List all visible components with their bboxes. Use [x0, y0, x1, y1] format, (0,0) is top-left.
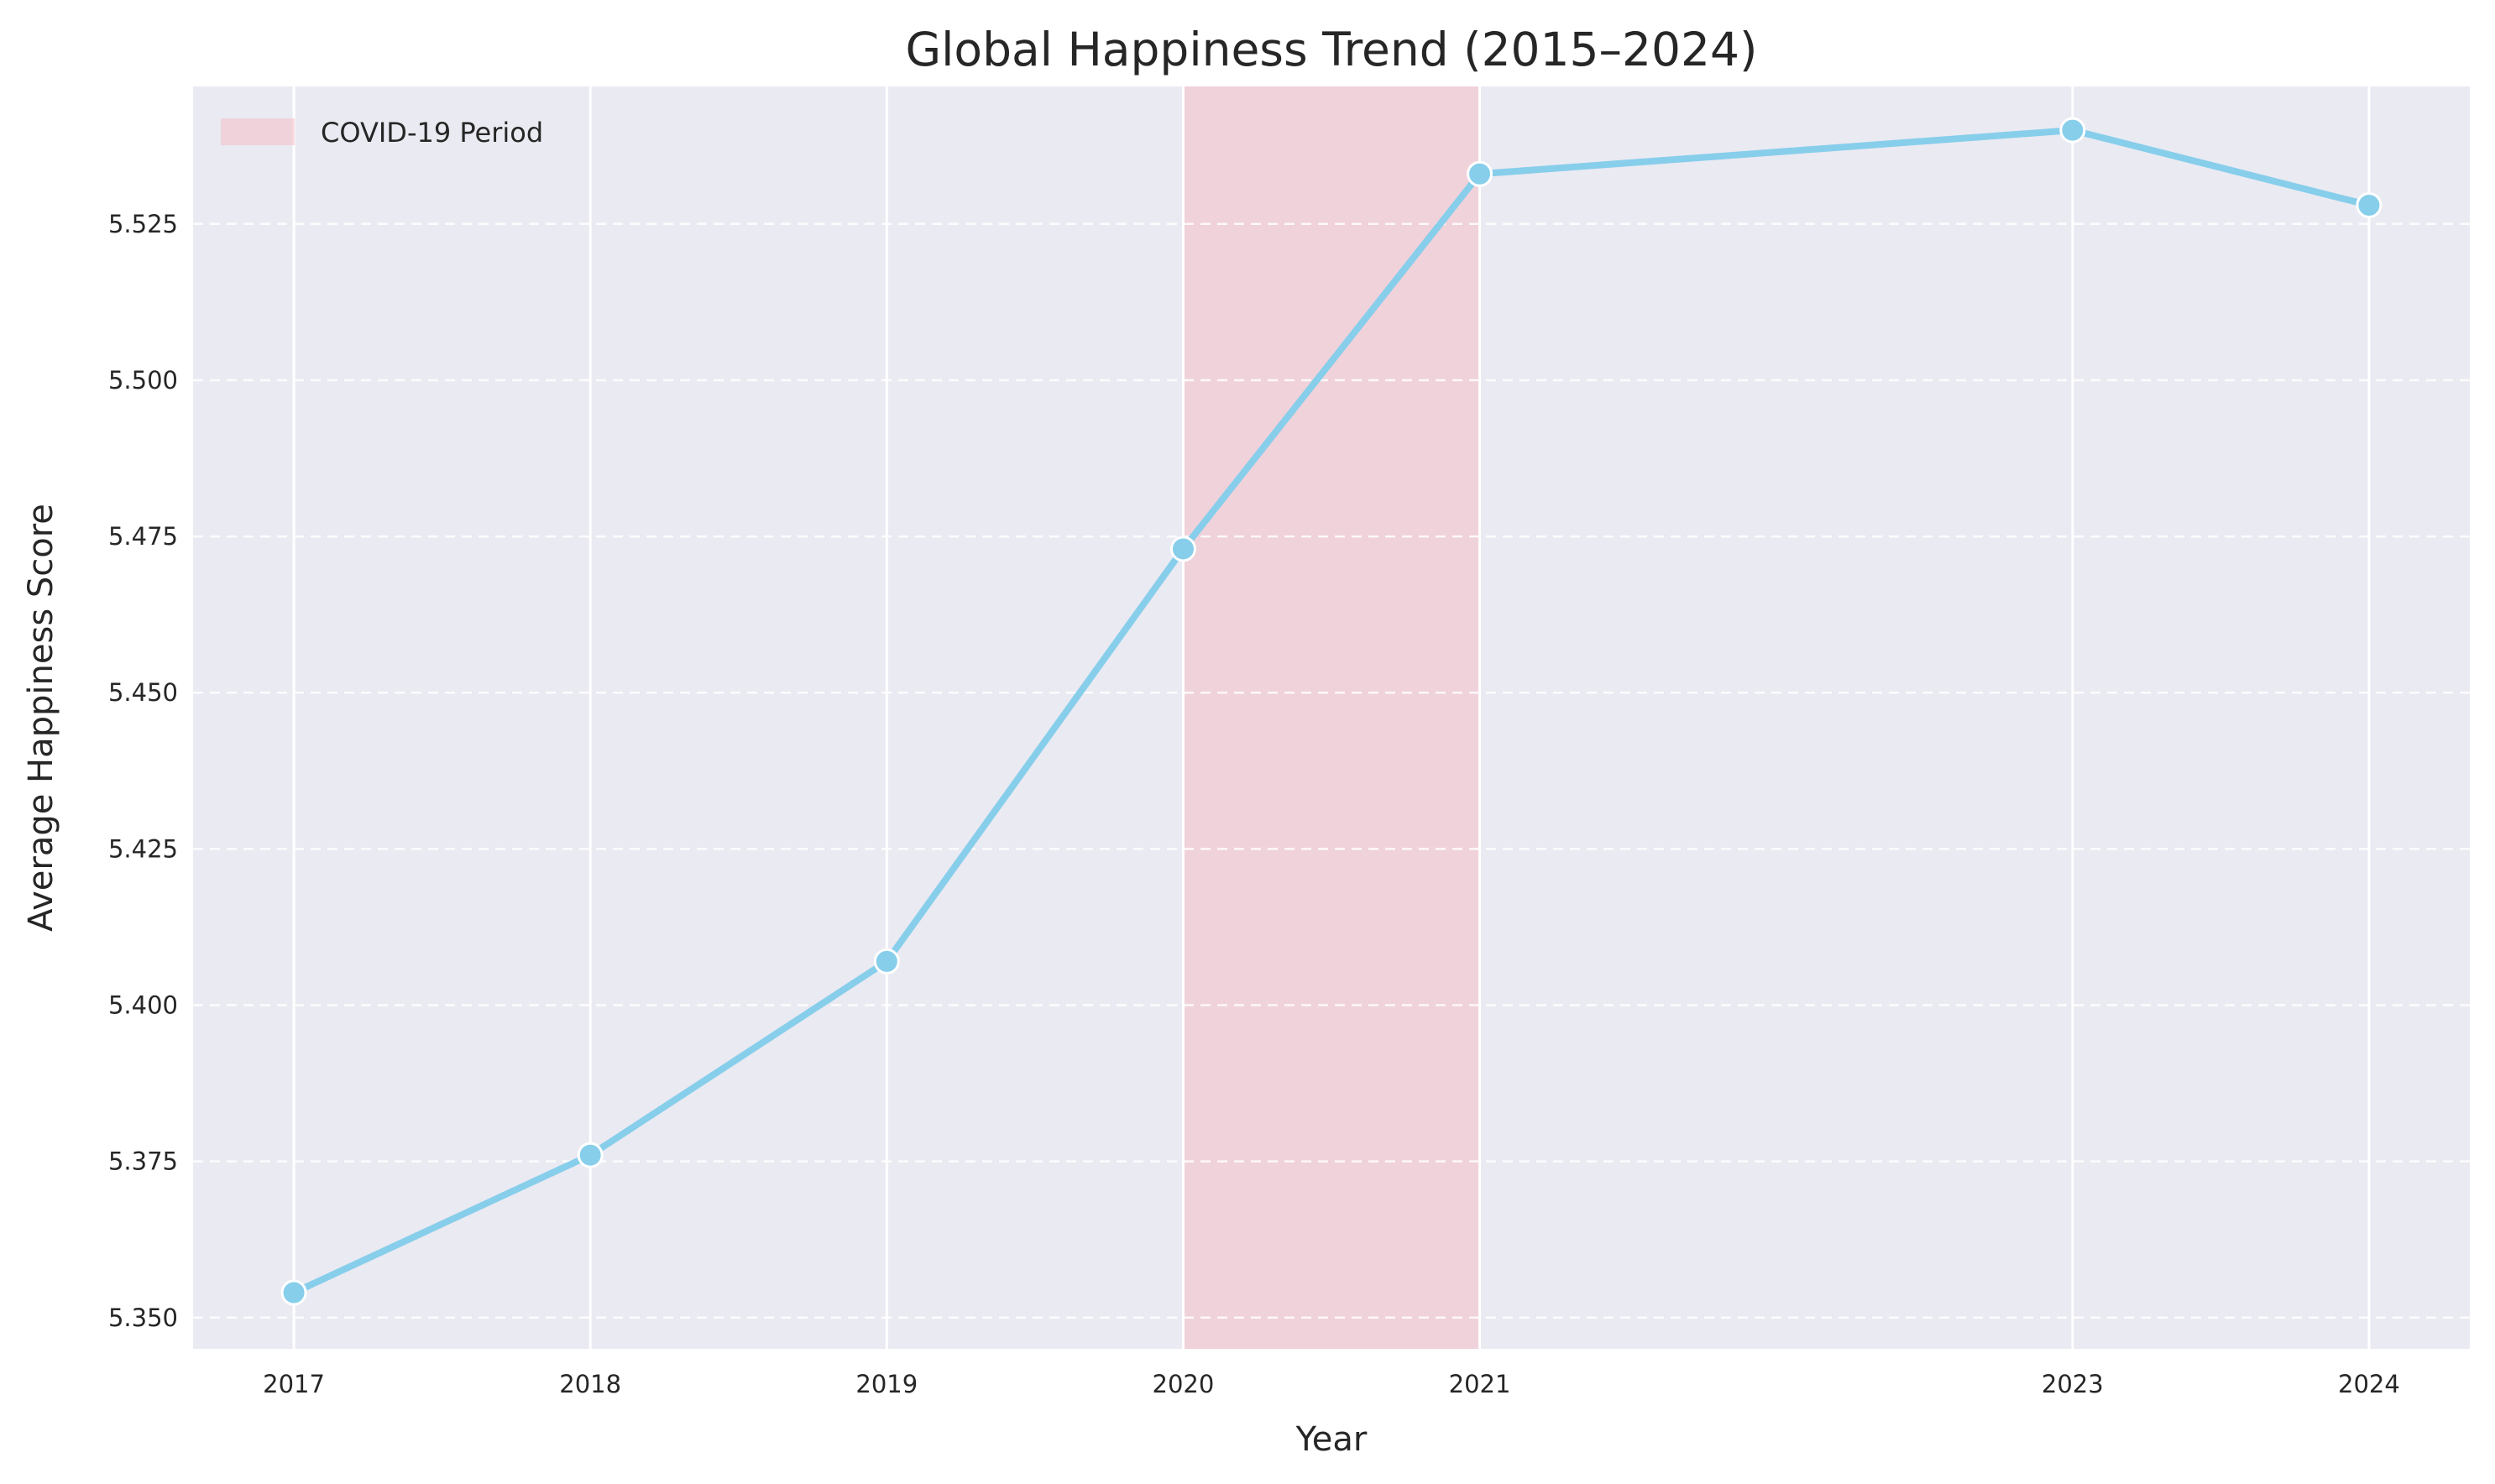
y-tick-label: 5.500 [108, 366, 178, 395]
data-point-2024 [2356, 191, 2383, 218]
data-point-2017 [280, 1279, 307, 1306]
y-tick-label: 5.450 [108, 678, 178, 707]
data-point-2018 [577, 1142, 604, 1168]
x-tick-label: 2023 [2042, 1370, 2104, 1398]
y-tick-label: 5.375 [108, 1147, 178, 1176]
x-tick-label: 2021 [1449, 1370, 1511, 1398]
x-tick-label: 2018 [559, 1370, 621, 1398]
x-tick-label: 2019 [855, 1370, 918, 1398]
legend-swatch-covid [221, 118, 295, 145]
y-axis-label: Average Happiness Score [22, 504, 60, 932]
x-axis-label: Year [1295, 1420, 1368, 1459]
x-tick-label: 2024 [2338, 1370, 2400, 1398]
data-point-2019 [873, 948, 900, 975]
chart-title: Global Happiness Trend (2015–2024) [906, 23, 1758, 76]
data-point-2023 [2059, 117, 2086, 144]
data-point-2020 [1169, 536, 1196, 562]
y-tick-label: 5.350 [108, 1304, 178, 1332]
legend: COVID-19 Period [221, 117, 543, 149]
y-tick-label: 5.400 [108, 990, 178, 1019]
y-tick-label: 5.425 [108, 834, 178, 863]
legend-label-covid: COVID-19 Period [321, 117, 543, 149]
x-tick-label: 2017 [263, 1370, 325, 1398]
y-tick-label: 5.475 [108, 522, 178, 551]
y-tick-label: 5.525 [108, 210, 178, 238]
covid-period-shade [1183, 86, 1480, 1349]
x-tick-label: 2020 [1153, 1370, 1215, 1398]
data-point-2021 [1467, 160, 1493, 187]
